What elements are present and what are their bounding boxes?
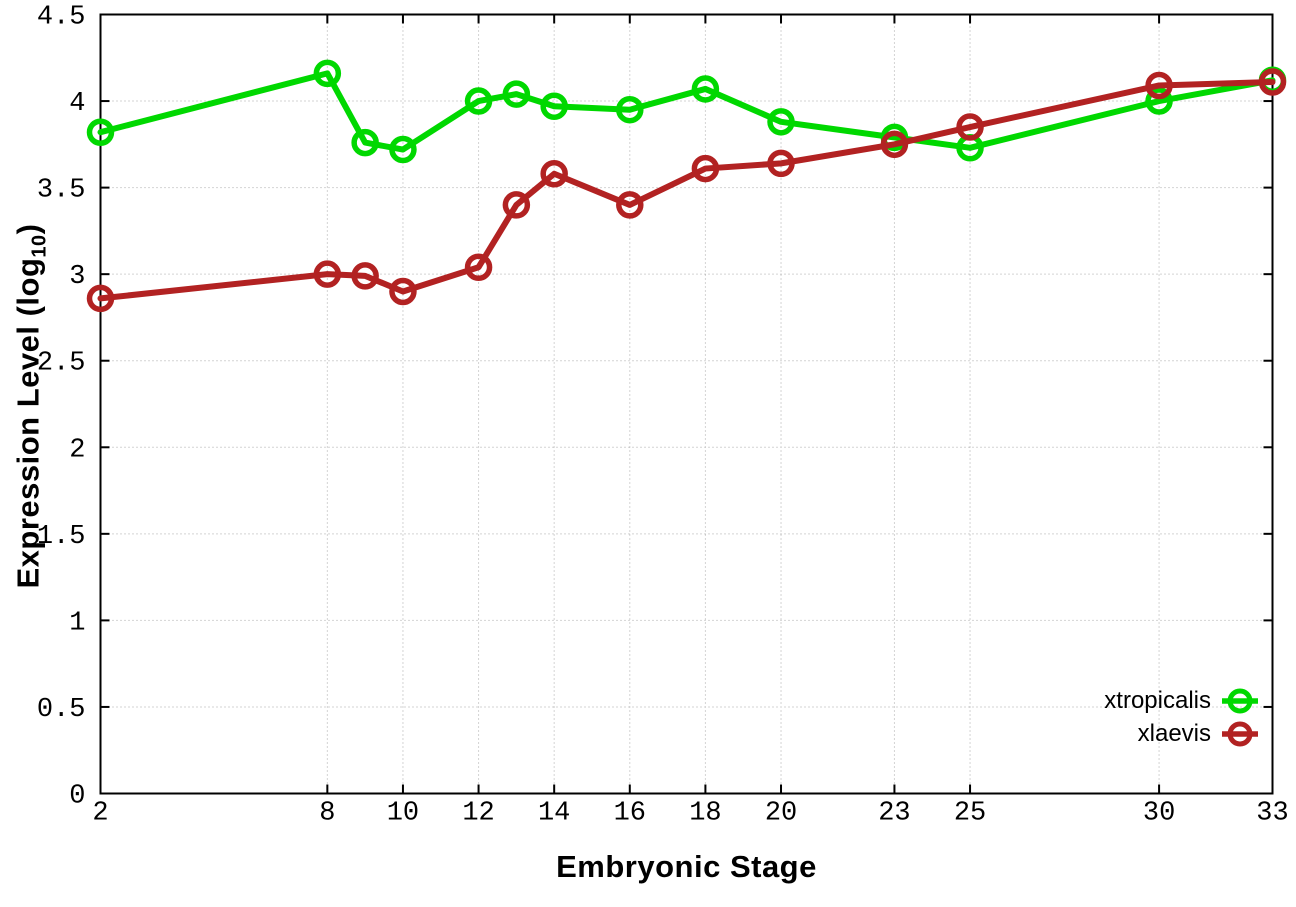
data-point-xlaevis: [351, 262, 379, 290]
x-tick-label: 30: [1143, 799, 1175, 829]
data-point-xtropicalis: [86, 118, 115, 146]
x-tick-label: 33: [1256, 799, 1288, 829]
y-tick-label: 0.5: [37, 695, 86, 725]
x-tick-label: 18: [689, 799, 721, 829]
y-axis-title-suffix: ): [10, 223, 46, 235]
legend-xlaevis-marker-icon: [1222, 721, 1258, 746]
y-axis-title: Expression Level (log10): [10, 223, 51, 588]
y-tick-label: 2: [69, 435, 85, 465]
y-tick-label: 0: [69, 782, 85, 812]
data-point-xtropicalis: [1145, 87, 1173, 115]
y-axis-title-text: Expression Level (log: [10, 257, 46, 589]
data-point-xlaevis: [616, 191, 644, 219]
legend-row-xlaevis: xlaevis: [1104, 717, 1258, 750]
y-tick-label: 4.5: [37, 3, 86, 33]
data-point-xlaevis: [313, 260, 342, 288]
data-point-xlaevis: [464, 253, 493, 281]
plot-border: [99, 13, 1274, 795]
legend-xtropicalis-marker-icon: [1222, 688, 1258, 713]
data-point-xtropicalis: [389, 135, 417, 164]
data-point-xlaevis: [389, 277, 417, 306]
x-tick-label: 20: [765, 799, 797, 829]
y-tick-label: 3.5: [37, 176, 86, 206]
y-tick-label: 1: [69, 608, 85, 638]
data-point-xtropicalis: [464, 87, 493, 115]
legend-label-xlaevis: xlaevis: [1137, 719, 1211, 747]
data-point-xlaevis: [767, 149, 795, 178]
data-point-xlaevis: [880, 130, 909, 159]
x-tick-label: 12: [462, 799, 494, 829]
x-tick-label: 14: [538, 799, 570, 829]
data-point-xtropicalis: [502, 80, 531, 108]
x-tick-label: 10: [387, 799, 419, 829]
series-line-xtropicalis: [97, 70, 1276, 153]
data-point-xtropicalis: [691, 75, 720, 103]
y-tick-label: 4: [69, 89, 85, 119]
data-point-xlaevis: [86, 284, 115, 313]
legend: xtropicalis xlaevis: [1104, 684, 1258, 750]
data-point-xlaevis: [540, 160, 568, 188]
y-tick-label: 2.5: [37, 349, 86, 379]
x-tick-label: 8: [319, 799, 335, 829]
legend-label-xtropicalis: xtropicalis: [1104, 686, 1211, 714]
y-tick-label: 3: [69, 262, 85, 292]
data-point-xtropicalis: [351, 128, 379, 157]
data-point-xtropicalis: [616, 95, 644, 124]
data-point-xtropicalis: [540, 92, 568, 120]
y-axis-title-subscript: 10: [28, 234, 51, 258]
legend-row-xtropicalis: xtropicalis: [1104, 684, 1258, 717]
data-point-xtropicalis: [313, 59, 342, 88]
data-point-xlaevis: [1145, 71, 1173, 100]
y-tick-label: 1.5: [37, 522, 86, 552]
data-point-xlaevis: [956, 113, 984, 141]
data-point-xlaevis: [502, 191, 531, 219]
x-tick-label: 16: [614, 799, 646, 829]
x-axis-title: Embryonic Stage: [556, 849, 817, 884]
data-point-xlaevis: [1258, 68, 1287, 96]
data-point-xtropicalis: [767, 108, 795, 136]
data-point-xlaevis: [691, 154, 720, 183]
x-tick-label: 25: [954, 799, 986, 829]
x-tick-label: 23: [878, 799, 910, 829]
x-tick-label: 2: [92, 799, 108, 829]
